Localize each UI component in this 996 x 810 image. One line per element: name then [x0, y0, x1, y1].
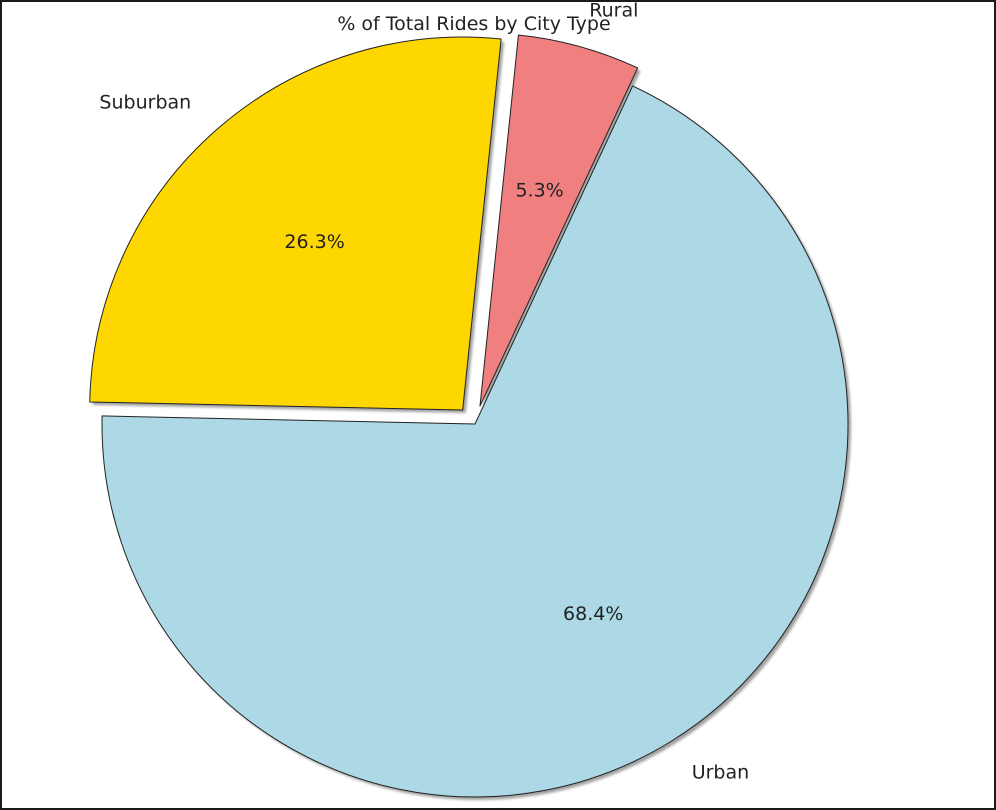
slice-suburban — [89, 36, 502, 411]
slice-label-suburban: Suburban — [99, 91, 191, 113]
slice-label-urban: Urban — [692, 761, 749, 783]
slice-rural — [479, 34, 639, 407]
chart-title: % of Total Rides by City Type — [337, 13, 610, 35]
slice-pct-urban: 68.4% — [563, 603, 623, 625]
pie-slices — [89, 34, 849, 798]
slice-label-rural: Rural — [589, 2, 638, 22]
pie-labels: Rural 5.3% Suburban 26.3% Urban 68.4% — [99, 2, 749, 783]
slice-pct-rural: 5.3% — [515, 179, 563, 201]
slice-urban — [101, 85, 849, 798]
slice-pct-suburban: 26.3% — [284, 231, 344, 253]
